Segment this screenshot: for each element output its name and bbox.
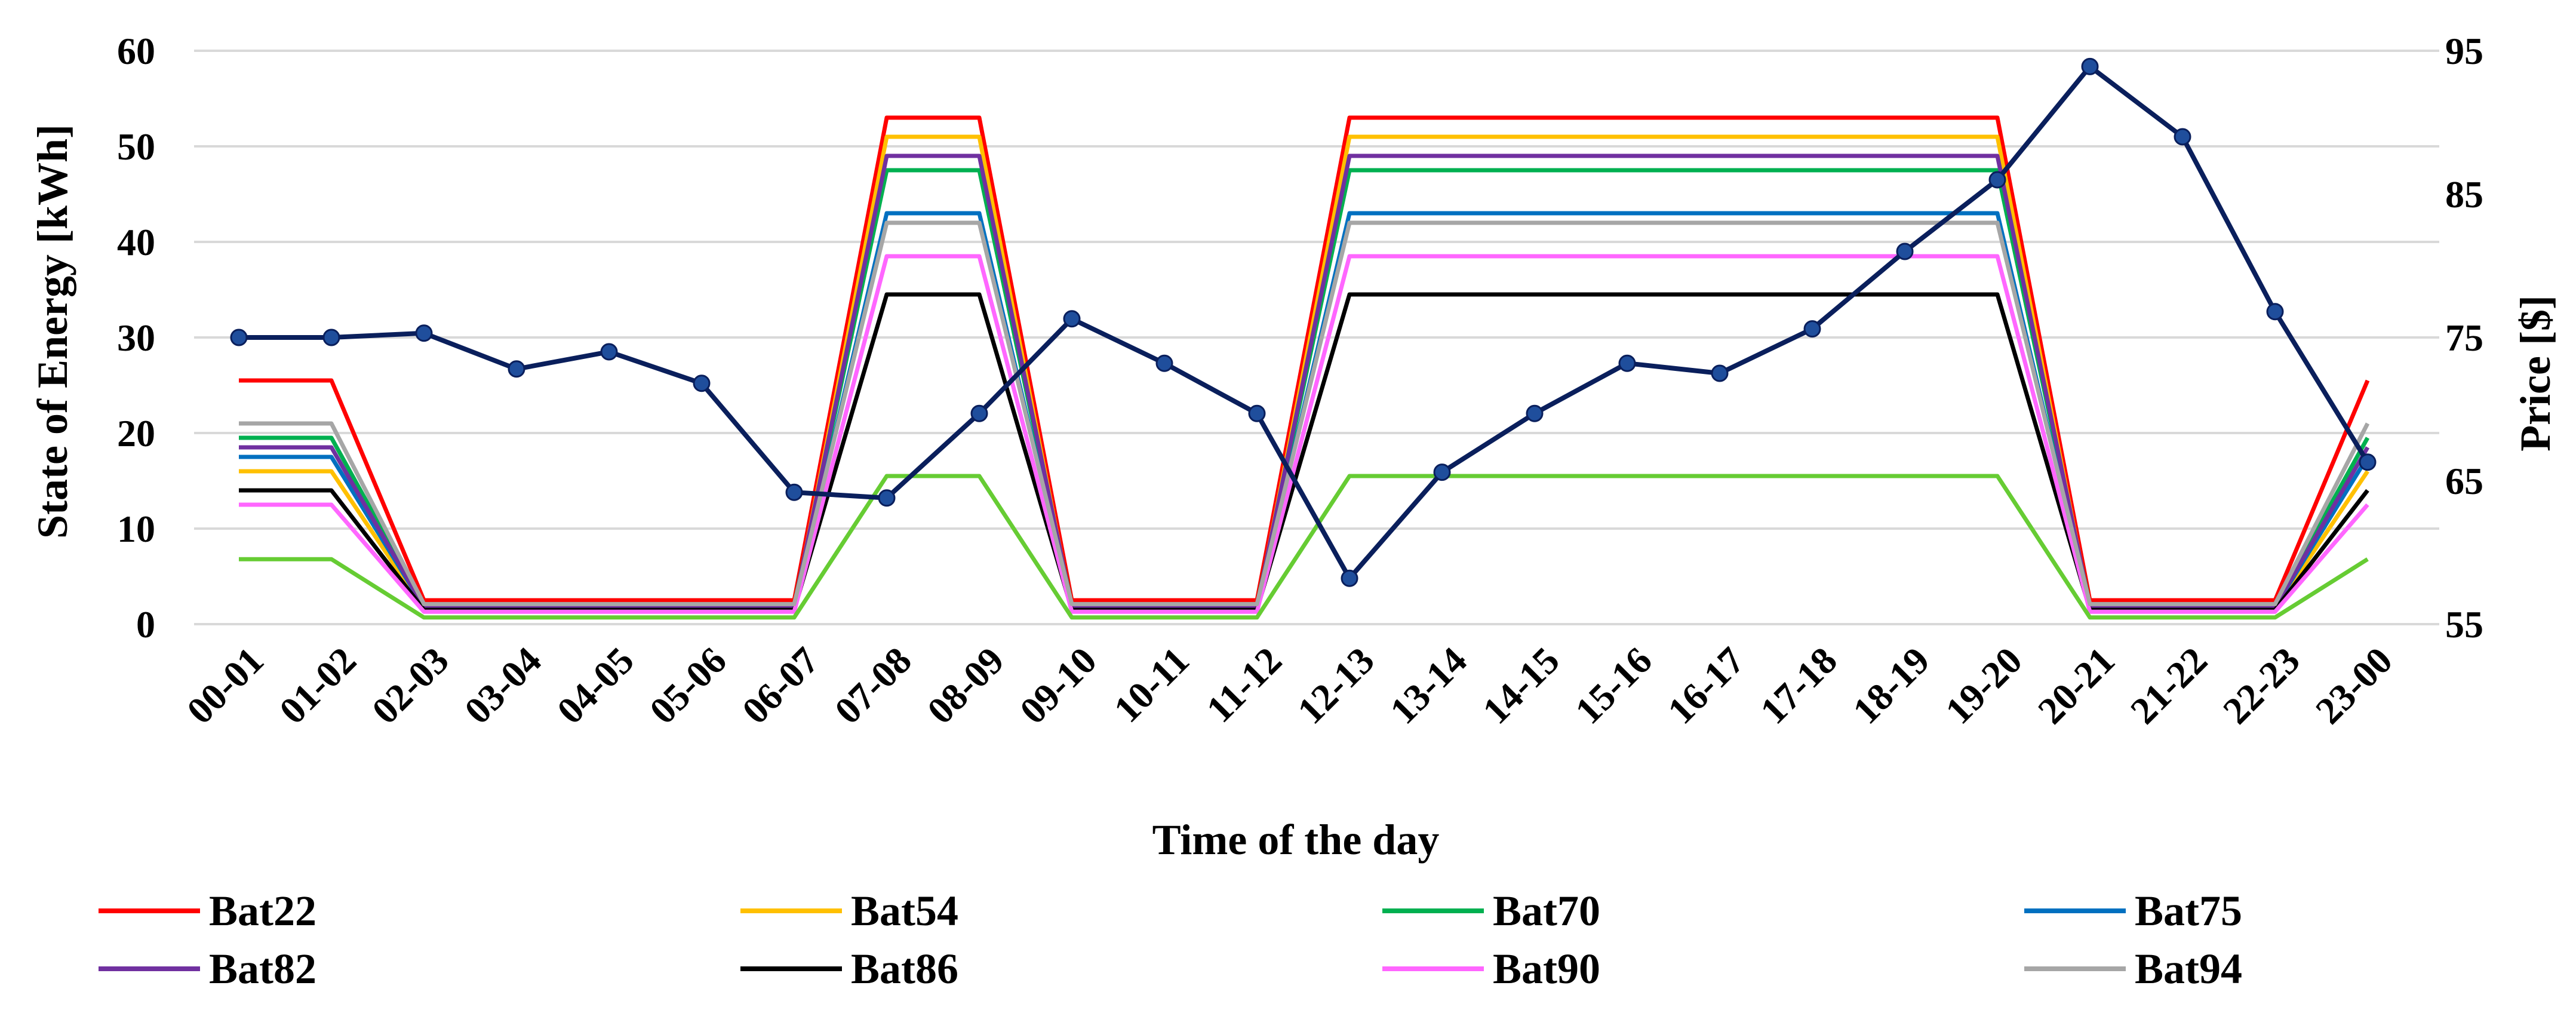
y-tick-label: 60 (117, 30, 155, 72)
series-lines (230, 57, 2377, 620)
legend-label: Bat82 (209, 945, 316, 993)
legend-item: Bat75 (2024, 887, 2242, 935)
x-tick-label: 20-21 (2030, 639, 2123, 732)
y-tick-label: 10 (117, 508, 155, 550)
x-tick-label: 03-04 (456, 639, 549, 732)
series-bat94 (239, 220, 2370, 606)
data-point (1433, 463, 1451, 481)
y-tick-label: 0 (136, 603, 155, 646)
data-point (1803, 320, 1821, 338)
x-tick-label: 08-09 (919, 639, 1012, 732)
x-tick-label: 11-12 (1198, 639, 1290, 730)
legend-label: Bat70 (1493, 887, 1600, 935)
legend-item: Bat82 (99, 945, 316, 993)
y-tick-label: 20 (117, 412, 155, 455)
x-tick-label: 22-23 (2215, 639, 2308, 732)
series-bat90 (239, 254, 2369, 614)
data-point (2174, 128, 2191, 146)
legend-label: Bat75 (2135, 887, 2242, 935)
series-line (239, 220, 2370, 606)
y2-tick-label: 85 (2445, 173, 2483, 216)
legend-item: Bat90 (1382, 945, 1600, 993)
series-bat82 (239, 154, 2370, 609)
x-tick-label: 13-14 (1382, 639, 1475, 732)
y2-tick-label: 55 (2445, 603, 2483, 646)
data-point (415, 324, 433, 342)
series-line (239, 115, 2370, 603)
data-point (1618, 354, 1636, 372)
data-point (2359, 453, 2377, 471)
x-tick-label: 05-06 (641, 639, 734, 732)
series-bat-light (239, 474, 2369, 620)
x-tick-label: 16-17 (1659, 639, 1753, 732)
y-tick-label: 30 (117, 317, 155, 359)
x-tick-label: 09-10 (1012, 639, 1105, 732)
series-line (239, 64, 2370, 581)
series-line (239, 254, 2369, 614)
y2-tick-label: 95 (2445, 30, 2483, 72)
data-point (2266, 303, 2284, 321)
x-tick-label: 15-16 (1567, 639, 1660, 732)
data-point (1896, 242, 1914, 260)
x-tick-label: 04-05 (549, 639, 642, 732)
y-axis-right-ticks: 55 65 75 85 95 (2445, 30, 2483, 646)
x-tick-label: 01-02 (271, 639, 364, 732)
data-point (1988, 171, 2006, 189)
data-point (1711, 364, 1729, 382)
x-tick-label: 19-20 (1937, 639, 2030, 732)
data-point (1155, 354, 1173, 372)
legend-item: Bat22 (99, 887, 316, 935)
x-tick-label: 12-13 (1289, 639, 1382, 732)
legend-label: Bat22 (209, 887, 316, 935)
x-tick-label: 23-00 (2307, 639, 2400, 732)
data-point (878, 489, 896, 507)
data-point (785, 483, 803, 501)
data-point (600, 343, 618, 361)
x-tick-label: 18-19 (1845, 639, 1938, 732)
x-tick-label: 14-15 (1474, 639, 1567, 732)
data-point (1341, 569, 1358, 587)
x-tick-label: 02-03 (364, 639, 457, 732)
series-line (239, 154, 2370, 609)
data-point (2081, 57, 2099, 75)
y-axis-right-title: Price [$] (2512, 295, 2559, 452)
gridlines (194, 50, 2439, 625)
data-point (1063, 310, 1081, 328)
x-tick-label: 10-11 (1106, 639, 1197, 730)
data-point (970, 404, 988, 422)
data-point (322, 329, 340, 346)
legend-item: Bat70 (1382, 887, 1600, 935)
y-tick-label: 40 (117, 221, 155, 263)
series-price (230, 57, 2377, 587)
x-tick-label: 21-22 (2122, 639, 2215, 732)
x-tick-label: 00-01 (179, 639, 272, 732)
y-axis-left-ticks: 0 10 20 30 40 50 60 (117, 30, 155, 646)
legend-label: Bat94 (2135, 945, 2242, 993)
data-point (1526, 404, 1544, 422)
legend-label: Bat54 (851, 887, 958, 935)
x-tick-label: 07-08 (826, 639, 920, 732)
x-axis-title: Time of the day (1152, 816, 1440, 864)
legend-item: Bat94 (2024, 945, 2242, 993)
series-line (239, 474, 2369, 620)
legend: Bat22 Bat54 Bat70 Bat75 Bat82 Bat86 Bat90 Bat94 (99, 887, 2242, 993)
legend-label: Bat86 (851, 945, 958, 993)
legend-item: Bat54 (740, 887, 958, 935)
x-tick-label: 06-07 (734, 639, 827, 732)
y2-tick-label: 75 (2445, 317, 2483, 359)
y-tick-label: 50 (117, 125, 155, 168)
y2-tick-label: 65 (2445, 460, 2483, 502)
data-point (693, 374, 711, 392)
y-axis-left-title: State of Energy [kWh] (29, 124, 76, 539)
legend-label: Bat90 (1493, 945, 1600, 993)
data-point (1248, 404, 1266, 422)
x-axis-ticks: 00-01 01-02 02-03 03-04 04-05 05-06 06-07 07-08… (179, 639, 2400, 732)
x-tick-label: 17-18 (1752, 639, 1845, 732)
data-point (508, 360, 525, 378)
legend-item: Bat86 (740, 945, 958, 993)
data-point (230, 329, 248, 346)
series-bat22 (239, 115, 2370, 603)
